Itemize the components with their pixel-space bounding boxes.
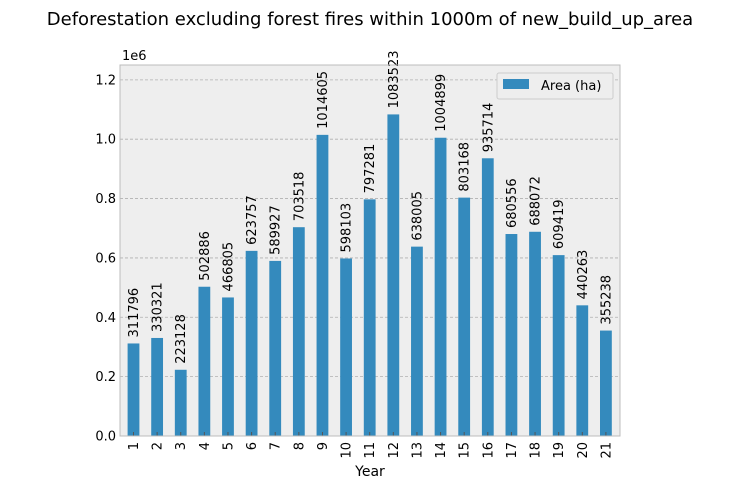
bar	[363, 199, 376, 436]
x-tick-label: 7	[269, 442, 284, 450]
bar-value-label: 703518	[292, 172, 307, 222]
y-axis-offset-label: 1e6	[122, 49, 147, 64]
bar-value-label: 609419	[552, 199, 567, 249]
x-axis-ticks: 1 2 3 4 5 6 7 8 9 10 11 12 13 14 15 16 17 18 19 20 21	[127, 432, 614, 459]
legend-entry-area: Area (ha)	[541, 79, 601, 94]
bar	[411, 246, 423, 436]
bar	[316, 134, 329, 436]
bar-value-label: 330321	[151, 282, 166, 332]
bar-value-label: 935714	[481, 103, 496, 153]
bar	[481, 158, 494, 436]
x-tick-label: 15	[458, 442, 473, 459]
bar	[245, 250, 258, 436]
x-tick-label: 12	[387, 442, 402, 459]
bar-value-label: 1083523	[387, 51, 402, 109]
x-tick-label: 1	[127, 442, 142, 450]
y-tick-label: 1.2	[95, 73, 116, 88]
x-tick-label: 16	[481, 442, 496, 459]
x-tick-label: 17	[505, 442, 520, 459]
y-tick-label: 0.0	[95, 430, 116, 445]
bar	[269, 260, 282, 436]
bar-value-label: 502886	[198, 231, 213, 281]
bar	[127, 343, 140, 436]
bar-value-label: 680556	[505, 178, 520, 228]
bar-value-label: 803168	[458, 142, 473, 192]
bar	[505, 234, 518, 436]
bar-value-label: 1014605	[316, 71, 331, 129]
x-tick-label: 21	[599, 442, 614, 459]
bar-value-label: 623757	[245, 195, 260, 245]
bar-value-label: 440263	[576, 250, 591, 300]
x-tick-label: 10	[340, 442, 355, 459]
legend-swatch	[503, 79, 529, 89]
bar	[600, 330, 612, 436]
bar	[458, 197, 471, 436]
x-tick-label: 5	[221, 442, 236, 450]
bar	[174, 369, 187, 436]
x-tick-label: 18	[529, 442, 544, 459]
x-tick-label: 11	[363, 442, 378, 459]
bar-value-label: 466805	[221, 242, 236, 292]
bars	[127, 114, 612, 436]
bar-value-label: 1004899	[434, 74, 449, 132]
bar	[222, 297, 234, 436]
chart-title: Deforestation excluding forest fires wit…	[47, 9, 693, 30]
bar-value-label: 589927	[269, 205, 284, 255]
bar	[434, 137, 447, 436]
bar-value-label: 598103	[340, 203, 355, 253]
x-tick-label: 13	[410, 442, 425, 459]
x-axis-label: Year	[354, 464, 385, 480]
bar	[552, 255, 565, 436]
bar-value-label: 797281	[363, 144, 378, 194]
x-tick-label: 20	[576, 442, 591, 459]
y-tick-label: 1.0	[95, 133, 116, 148]
legend: Area (ha)	[496, 72, 614, 100]
bar-value-label: 311796	[127, 288, 142, 338]
bar-value-label: 355238	[599, 275, 614, 325]
bar-value-labels: 311796 330321 223128 502886 466805 623757 5899…	[127, 51, 614, 364]
x-tick-label: 8	[292, 442, 307, 450]
x-tick-label: 19	[552, 442, 567, 459]
x-tick-label: 9	[316, 442, 331, 450]
y-tick-label: 0.6	[95, 251, 116, 266]
y-tick-label: 0.2	[95, 370, 116, 385]
bar	[529, 231, 541, 436]
x-tick-label: 14	[434, 442, 449, 459]
bar-value-label: 638005	[410, 191, 425, 241]
bar	[387, 114, 400, 436]
bar	[198, 286, 211, 436]
y-tick-label: 0.4	[95, 311, 116, 326]
bar-value-label: 688072	[529, 176, 544, 226]
y-axis-ticks: 0.0 0.2 0.4 0.6 0.8 1.0 1.2	[95, 73, 116, 444]
bar	[340, 258, 352, 436]
x-tick-label: 4	[198, 442, 213, 450]
bar	[576, 305, 589, 436]
plot-frame	[119, 64, 621, 437]
bar	[292, 227, 305, 436]
x-tick-label: 6	[245, 442, 260, 450]
bar	[151, 337, 164, 436]
x-tick-label: 2	[151, 442, 166, 450]
bar-value-label: 223128	[174, 314, 189, 364]
x-tick-label: 3	[174, 442, 189, 450]
y-tick-label: 0.8	[95, 192, 116, 207]
